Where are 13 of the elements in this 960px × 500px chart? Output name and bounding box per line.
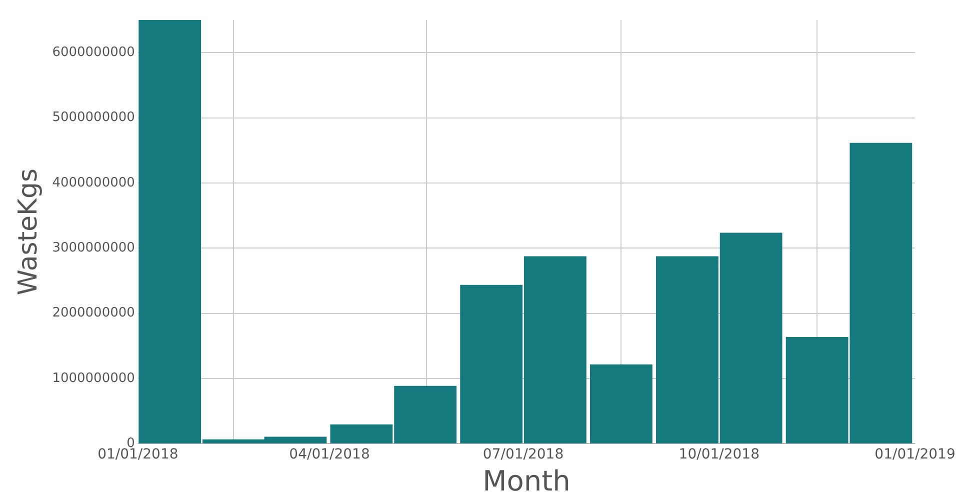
x-tick-label: 07/01/2018 xyxy=(482,446,564,463)
bar xyxy=(590,364,652,444)
y-axis-title: WasteKgs xyxy=(13,168,44,296)
y-tick-label: 2000000000 xyxy=(52,306,135,321)
x-tick-label: 01/01/2019 xyxy=(874,446,956,463)
y-tick-label: 6000000000 xyxy=(52,44,135,60)
y-tick-label: 5000000000 xyxy=(52,110,135,126)
y-tick-label: 4000000000 xyxy=(52,175,135,190)
y-tick-label: 1000000000 xyxy=(52,370,135,386)
x-tick-label: 04/01/2018 xyxy=(289,446,370,463)
x-tick-label: 10/01/2018 xyxy=(678,446,760,463)
x-axis-title: Month xyxy=(482,464,570,498)
y-tick-label: 3000000000 xyxy=(52,240,135,256)
